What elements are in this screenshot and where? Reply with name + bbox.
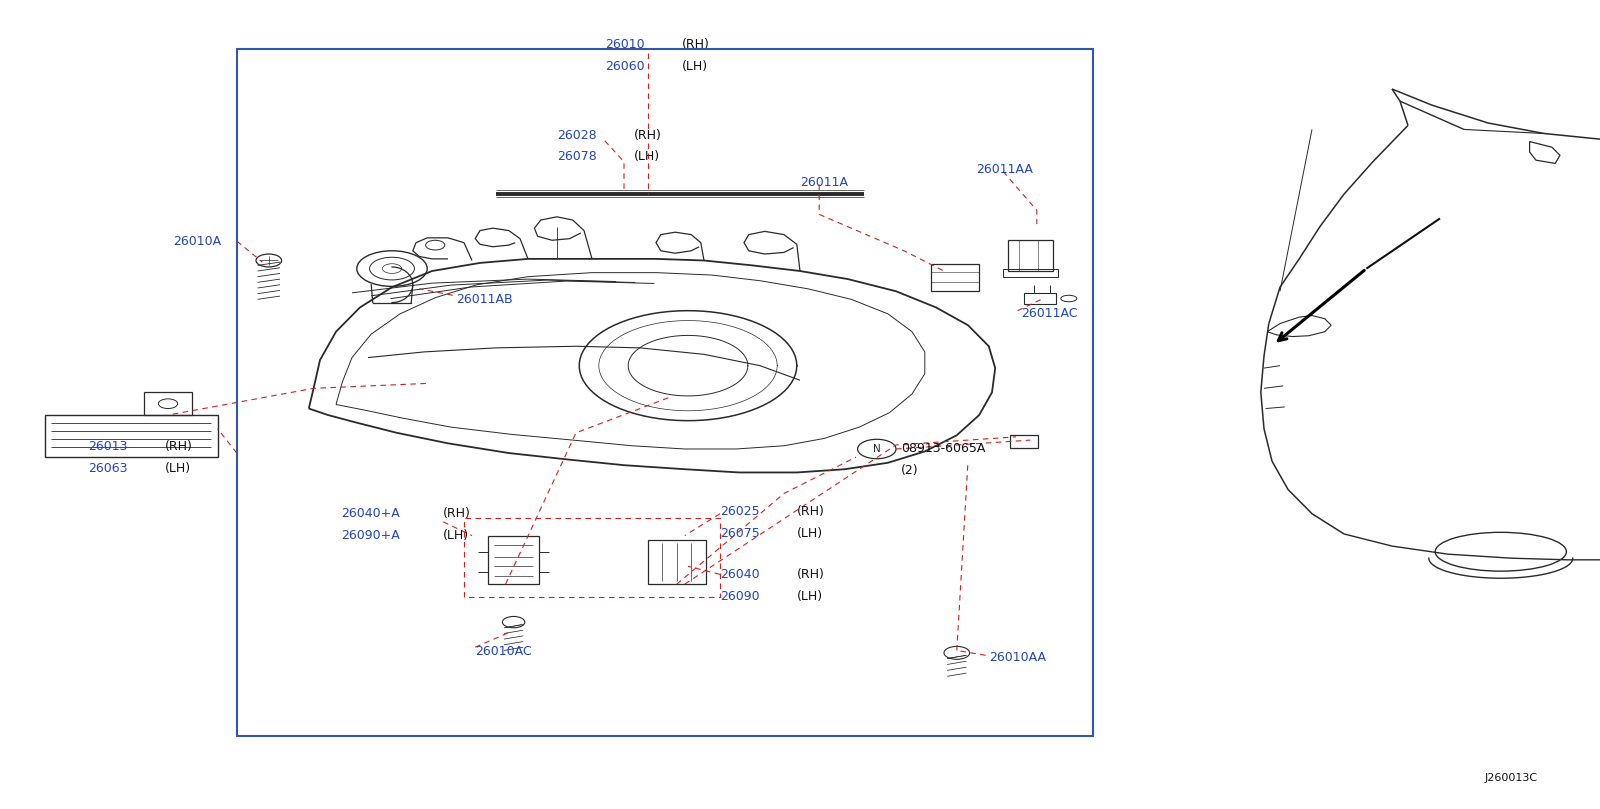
Text: 26011AA: 26011AA [976, 163, 1034, 176]
Text: 26060: 26060 [605, 60, 645, 73]
Text: 26078: 26078 [557, 150, 597, 163]
Text: (LH): (LH) [443, 529, 469, 542]
Text: 26011AC: 26011AC [1021, 307, 1077, 320]
Text: (LH): (LH) [797, 527, 822, 540]
Bar [648, 540, 706, 584]
Text: 26010: 26010 [605, 38, 645, 51]
Bar [488, 536, 539, 584]
Text: 26025: 26025 [720, 505, 760, 518]
Text: 26075: 26075 [720, 527, 760, 540]
Text: 26011A: 26011A [800, 176, 848, 188]
Text: 26010A: 26010A [173, 235, 221, 248]
Text: N: N [874, 444, 880, 454]
Text: 08913-6065A: 08913-6065A [901, 443, 986, 455]
Text: 26090+A: 26090+A [341, 529, 400, 542]
Text: (RH): (RH) [682, 38, 709, 51]
Bar [45, 415, 218, 457]
Text: 26040+A: 26040+A [341, 507, 400, 520]
Text: (LH): (LH) [165, 462, 190, 475]
Text: 26010AC: 26010AC [475, 645, 531, 658]
Text: 26090: 26090 [720, 590, 760, 603]
Bar [237, 49, 1093, 736]
Text: (RH): (RH) [165, 440, 192, 453]
Text: (LH): (LH) [797, 590, 822, 603]
Text: 26013: 26013 [88, 440, 128, 453]
Text: J260013C: J260013C [1485, 773, 1538, 783]
Text: (LH): (LH) [682, 60, 707, 73]
Text: (RH): (RH) [443, 507, 470, 520]
Text: (2): (2) [901, 464, 918, 477]
Text: 26010AA: 26010AA [989, 651, 1046, 664]
Text: (RH): (RH) [797, 505, 824, 518]
Text: 26028: 26028 [557, 129, 597, 142]
Text: 26011AB: 26011AB [456, 293, 512, 306]
Text: 26063: 26063 [88, 462, 128, 475]
Text: (RH): (RH) [634, 129, 661, 142]
Text: (LH): (LH) [634, 150, 659, 163]
Text: (RH): (RH) [797, 568, 824, 581]
Text: 26040: 26040 [720, 568, 760, 581]
